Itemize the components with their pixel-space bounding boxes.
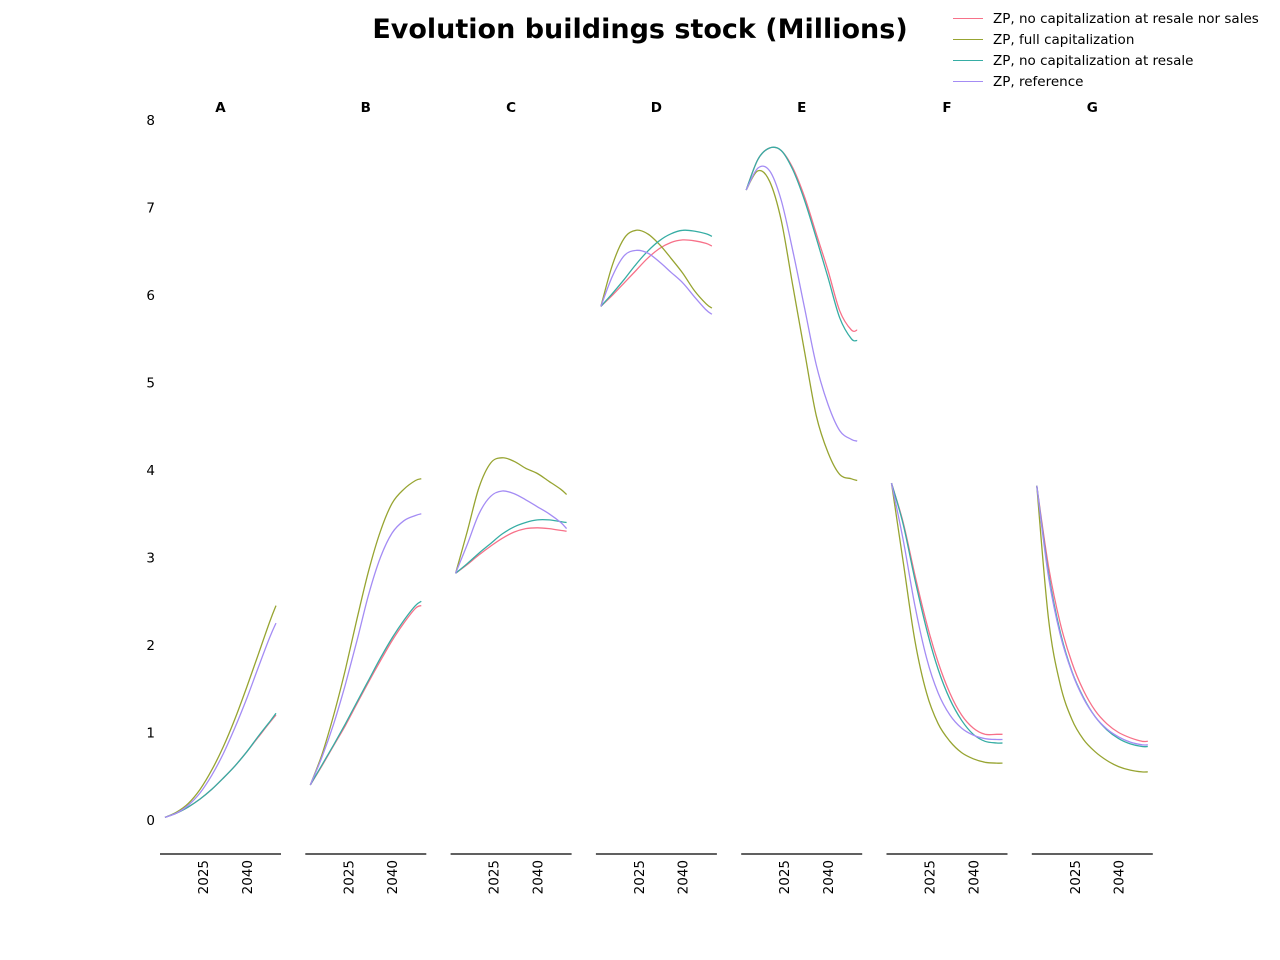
panel-title: B [361, 100, 371, 116]
series-line [745, 165, 858, 442]
panel-d: D 2025 2040 [595, 100, 717, 894]
panel-title: C [506, 100, 516, 116]
panel-e: E 2025 2040 [741, 100, 863, 894]
series-line [890, 483, 1003, 764]
series-line [1036, 485, 1148, 773]
series-line [600, 239, 713, 307]
series-line [745, 146, 858, 333]
x-tick-label: 2040 [385, 860, 401, 894]
y-tick-label: 7 [146, 201, 155, 217]
series-line [454, 457, 568, 574]
series-line [164, 714, 277, 819]
series-line [164, 622, 277, 819]
x-tick-label: 2040 [240, 860, 256, 894]
panel-title: A [215, 100, 226, 116]
x-tick-label: 2025 [487, 860, 503, 894]
series-line [890, 482, 1003, 736]
series-line [1036, 485, 1148, 746]
panel-f: F 2025 2040 [886, 100, 1008, 894]
series-line [164, 712, 277, 819]
legend-swatch [953, 18, 983, 19]
legend-label: ZP, full capitalization [993, 31, 1135, 48]
x-tick-label: 2040 [676, 860, 692, 894]
y-tick-label: 8 [146, 113, 155, 129]
panel-title: E [797, 100, 806, 116]
legend-item: ZP, full capitalization [953, 29, 1259, 50]
series-line [309, 513, 422, 786]
series-line [1036, 485, 1148, 743]
chart-title: Evolution buildings stock (Millions) [372, 14, 908, 45]
panel-b: B 2025 2040 [305, 100, 427, 894]
y-tick-label: 1 [146, 726, 155, 742]
panel-title: D [651, 100, 662, 116]
panel-a: A 2025 2040 [160, 100, 281, 894]
legend-item: ZP, no capitalization at resale nor sale… [953, 8, 1259, 29]
x-tick-label: 2025 [632, 860, 648, 894]
x-tick-label: 2025 [777, 860, 793, 894]
series-line [890, 482, 1003, 744]
legend-label: ZP, no capitalization at resale [993, 52, 1194, 69]
series-line [309, 604, 422, 786]
x-tick-label: 2025 [922, 860, 938, 894]
x-tick-label: 2040 [530, 860, 546, 894]
legend-item: ZP, no capitalization at resale [953, 50, 1259, 71]
y-tick-label: 0 [146, 813, 155, 829]
x-tick-label: 2040 [966, 860, 982, 894]
series-line [455, 518, 567, 574]
panel-title: F [942, 100, 951, 116]
x-tick-label: 2025 [196, 860, 212, 894]
panel-c: C 2025 2040 [450, 100, 572, 894]
x-tick-label: 2040 [1112, 860, 1128, 894]
series-line [455, 527, 567, 574]
series-line [164, 605, 277, 818]
y-tick-label: 5 [146, 376, 155, 392]
legend: ZP, no capitalization at resale nor sale… [953, 8, 1259, 92]
x-tick-label: 2040 [821, 860, 837, 894]
legend-item: ZP, reference [953, 71, 1259, 92]
series-line [600, 249, 713, 315]
legend-label: ZP, no capitalization at resale nor sale… [993, 10, 1259, 27]
panel-title: G [1087, 100, 1098, 116]
y-tick-label: 2 [146, 638, 155, 654]
series-line [309, 600, 422, 786]
legend-swatch [953, 39, 983, 40]
series-line [745, 169, 858, 482]
series-line [600, 229, 713, 309]
legend-label: ZP, reference [993, 73, 1084, 90]
series-line [454, 490, 568, 574]
y-tick-label: 6 [146, 288, 155, 304]
series-line [890, 482, 1003, 741]
series-line [745, 146, 858, 342]
series-line [600, 229, 713, 307]
x-tick-label: 2025 [341, 860, 357, 894]
legend-swatch [953, 60, 983, 61]
y-tick-label: 4 [146, 463, 155, 479]
series-line [1036, 485, 1148, 748]
legend-swatch [953, 81, 983, 82]
y-tick-label: 3 [146, 551, 155, 567]
panel-g: G 2025 2040 [1031, 100, 1153, 894]
x-tick-label: 2025 [1068, 860, 1084, 894]
series-line [309, 478, 422, 786]
